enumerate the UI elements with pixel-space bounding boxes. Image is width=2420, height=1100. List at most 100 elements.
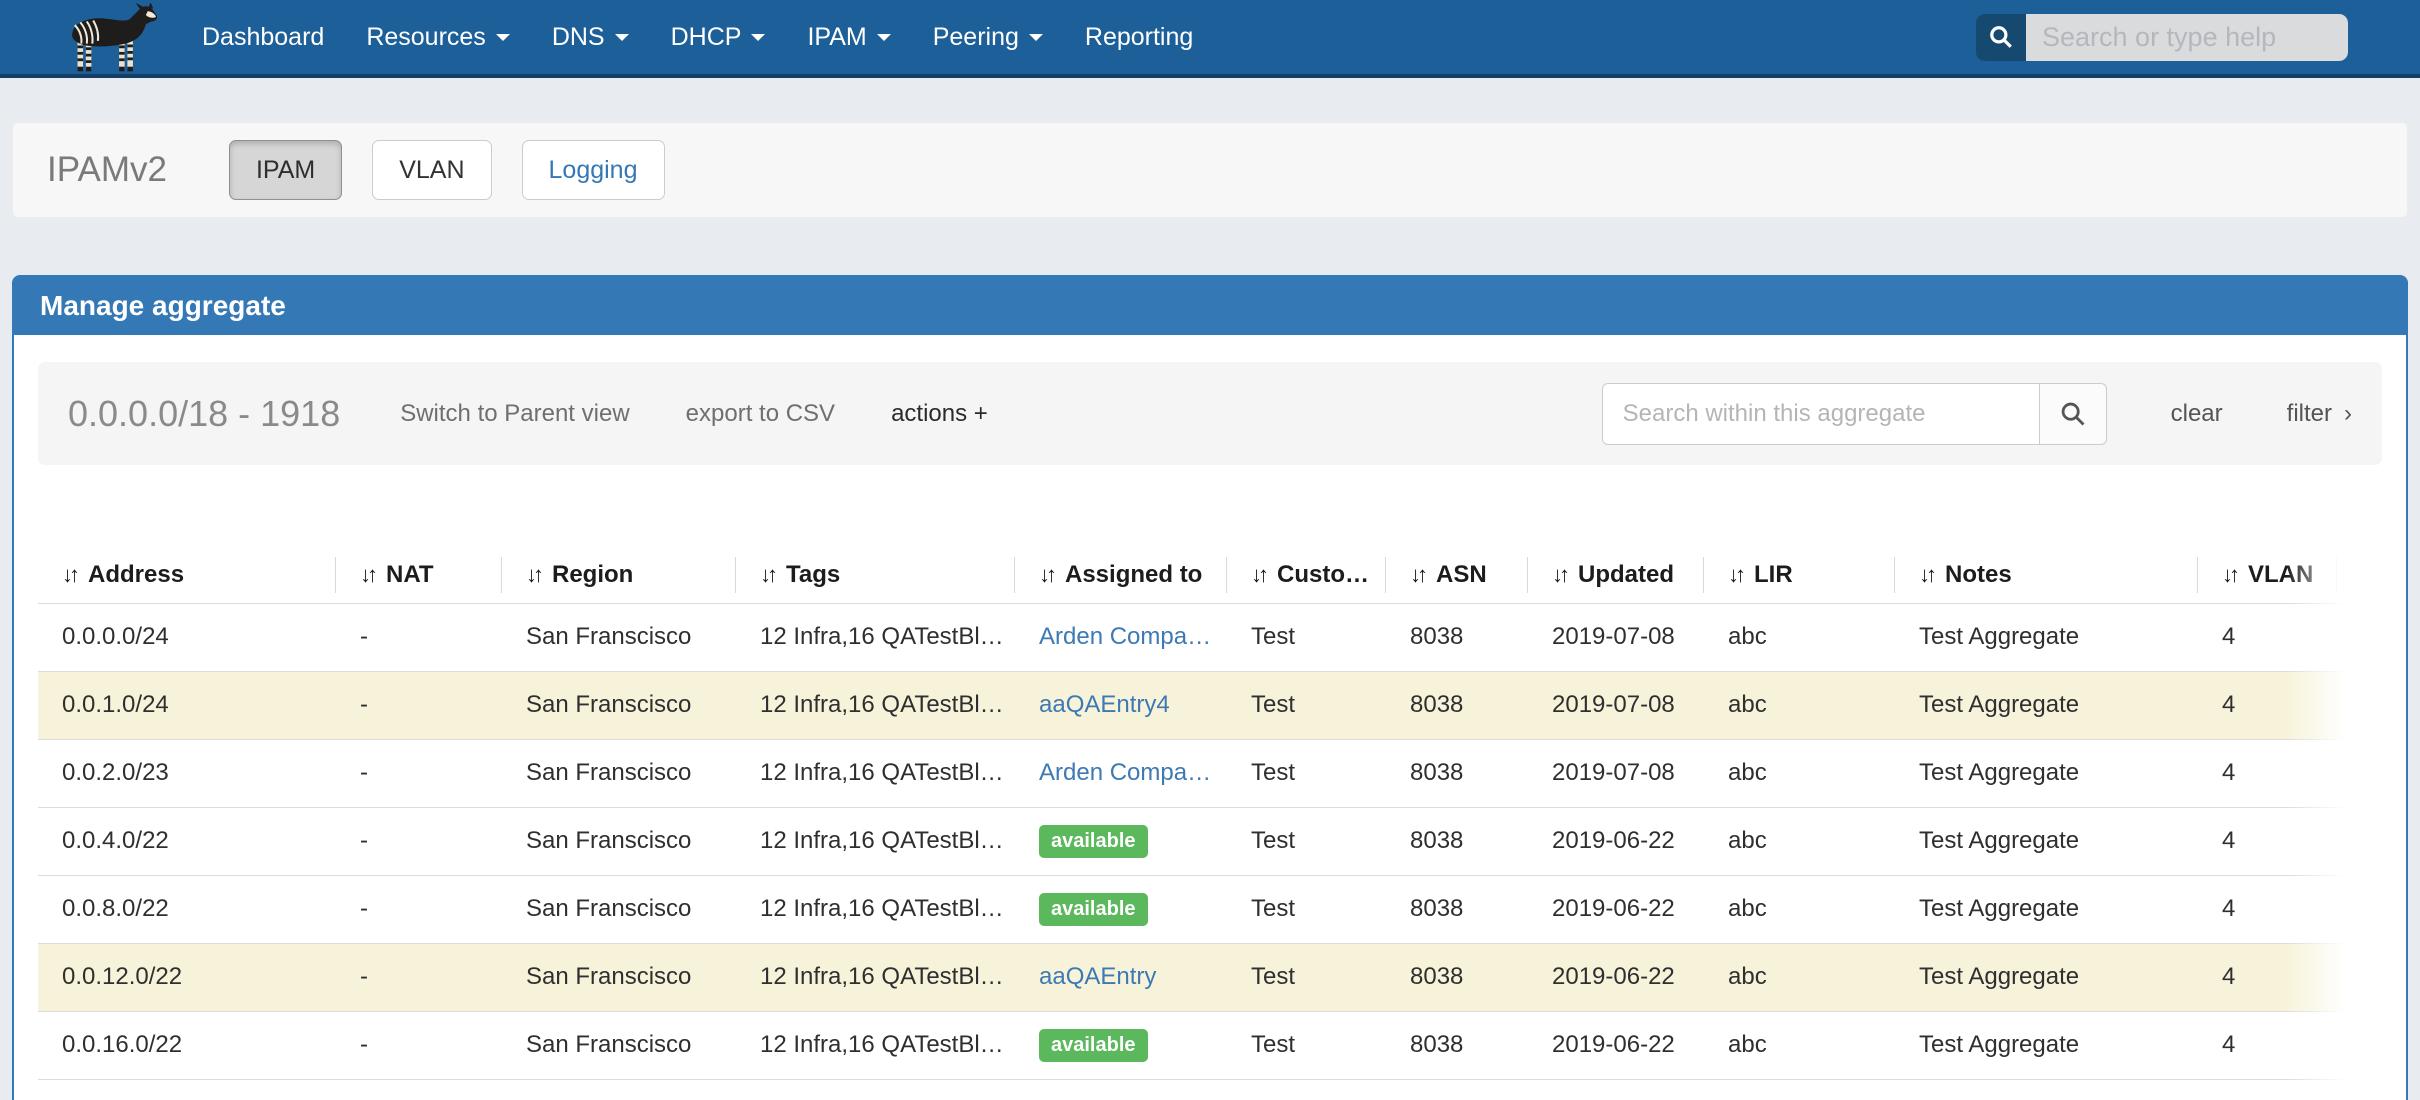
column-header-label: ASN [1436,561,1487,588]
nav-item-ipam[interactable]: IPAM [807,23,890,52]
navbar-search-button[interactable] [1976,14,2026,61]
nav-item-resources[interactable]: Resources [366,23,510,52]
column-header-label: Custo… [1277,561,1369,588]
table-row: 0.0.2.0/23-San Franscisco12 Infra,16 QAT… [38,739,2382,807]
cell-lir: abc [1704,943,1895,1011]
column-header-custo[interactable]: ↓↑ Custo… [1227,547,1386,603]
truncated-link-sliver[interactable] [2381,840,2382,848]
switch-parent-view-link[interactable]: Switch to Parent view [400,400,629,428]
cell-vlan: 4 [2198,943,2337,1011]
sort-icon: ↓↑ [526,562,540,587]
cell-assigned: Arden Compa… [1015,739,1227,807]
available-badge[interactable]: available [1039,893,1148,926]
cell-lir: abc [1704,1011,1895,1079]
cell-asn: 8038 [1386,875,1528,943]
truncated-link-sliver[interactable] [2381,636,2382,644]
aggregate-search-button[interactable] [2039,383,2107,445]
okapi-logo-icon[interactable] [52,3,164,75]
cell-lir: abc [1704,807,1895,875]
assigned-to-link[interactable]: aaQAEntry4 [1039,691,1170,718]
filter-link-label: filter [2287,400,2332,427]
aggregate-table-wrap: ↓↑Address↓↑NAT↓↑Region↓↑Tags↓↑Assigned t… [38,547,2382,1080]
cell-region: San Franscisco [502,739,736,807]
cell-tags: 12 Infra,16 QATestBl… [736,603,1015,671]
aggregate-search-input[interactable] [1602,383,2039,445]
truncated-link-sliver[interactable] [2381,772,2382,780]
available-badge[interactable]: available [1039,825,1148,858]
actions-menu-button[interactable]: actions + [891,400,988,428]
truncated-link-sliver[interactable] [2381,704,2382,712]
truncated-link-sliver[interactable] [2381,908,2382,916]
column-header-label: Address [88,561,184,588]
chevron-down-icon [496,34,510,48]
sort-icon: ↓↑ [1552,562,1566,587]
cell-updated: 2019-07-08 [1528,671,1704,739]
search-icon [1988,24,2014,50]
cell-nat: - [336,1011,502,1079]
cell-address: 0.0.4.0/22 [38,807,336,875]
truncated-link-sliver[interactable] [2381,1044,2382,1052]
nav-item-peering[interactable]: Peering [933,23,1043,52]
column-header-truncated [2337,547,2382,603]
nav-item-dns[interactable]: DNS [552,23,629,52]
tab-ipam[interactable]: IPAM [229,140,342,200]
cell-tags: 12 Infra,16 QATestBl… [736,1011,1015,1079]
assigned-to-link[interactable]: Arden Compa… [1039,759,1211,786]
cell-notes: Test Aggregate [1895,875,2198,943]
navbar-search-input[interactable] [2026,14,2348,61]
cell-address: 0.0.8.0/22 [38,875,336,943]
cell-vlan: 4 [2198,603,2337,671]
cell-truncated [2337,603,2382,671]
cell-customer: Test [1227,875,1386,943]
cell-vlan: 4 [2198,1011,2337,1079]
column-header-notes[interactable]: ↓↑Notes [1895,547,2198,603]
truncated-link-sliver[interactable] [2381,976,2382,984]
cell-region: San Franscisco [502,1011,736,1079]
table-row: 0.0.1.0/24-San Franscisco12 Infra,16 QAT… [38,671,2382,739]
cell-nat: - [336,671,502,739]
sort-icon: ↓↑ [2222,562,2236,587]
cell-assigned: available [1015,1011,1227,1079]
cell-customer: Test [1227,603,1386,671]
chevron-down-icon [1029,34,1043,48]
column-header-address[interactable]: ↓↑Address [38,547,336,603]
cell-nat: - [336,603,502,671]
cell-nat: - [336,943,502,1011]
available-badge[interactable]: available [1039,1029,1148,1062]
cell-customer: Test [1227,807,1386,875]
cell-assigned: aaQAEntry4 [1015,671,1227,739]
sort-icon: ↓↑ [1251,562,1265,587]
cell-assigned: available [1015,807,1227,875]
cell-notes: Test Aggregate [1895,943,2198,1011]
tab-vlan[interactable]: VLAN [372,140,491,200]
assigned-to-link[interactable]: aaQAEntry [1039,963,1156,990]
cell-vlan: 4 [2198,807,2337,875]
assigned-to-link[interactable]: Arden Compa… [1039,623,1211,650]
cell-customer: Test [1227,739,1386,807]
tab-logging[interactable]: Logging [522,140,665,200]
sort-icon: ↓↑ [1728,562,1742,587]
column-header-updated[interactable]: ↓↑Updated [1528,547,1704,603]
cell-assigned: aaQAEntry [1015,943,1227,1011]
column-header-lir[interactable]: ↓↑LIR [1704,547,1895,603]
column-header-assigned-to[interactable]: ↓↑Assigned to [1015,547,1227,603]
nav-item-dashboard[interactable]: Dashboard [202,23,324,52]
column-header-asn[interactable]: ↓↑ASN [1386,547,1528,603]
column-header-tags[interactable]: ↓↑Tags [736,547,1015,603]
nav-item-reporting[interactable]: Reporting [1085,23,1193,52]
cell-updated: 2019-06-22 [1528,875,1704,943]
nav-item-label: Dashboard [202,23,324,52]
export-csv-link[interactable]: export to CSV [686,400,835,428]
column-header-nat[interactable]: ↓↑NAT [336,547,502,603]
cell-asn: 8038 [1386,1011,1528,1079]
cell-truncated [2337,943,2382,1011]
cell-notes: Test Aggregate [1895,671,2198,739]
nav-item-dhcp[interactable]: DHCP [671,23,766,52]
clear-link[interactable]: clear [2171,400,2223,428]
sort-icon: ↓↑ [360,562,374,587]
cell-lir: abc [1704,603,1895,671]
cell-tags: 12 Infra,16 QATestBl… [736,739,1015,807]
column-header-region[interactable]: ↓↑Region [502,547,736,603]
column-header-vlan[interactable]: ↓↑VLAN [2198,547,2337,603]
filter-link[interactable]: filter› [2287,400,2352,428]
